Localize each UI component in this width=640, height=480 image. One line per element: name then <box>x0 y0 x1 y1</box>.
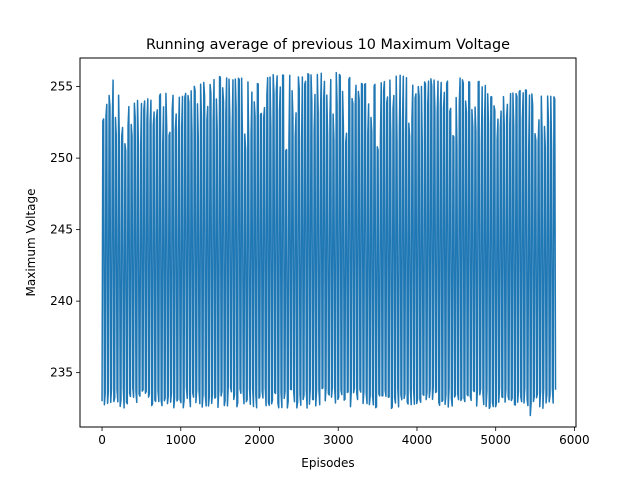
plot-area <box>101 71 557 417</box>
x-tick-label: 6000 <box>559 433 590 447</box>
y-tick-label: 240 <box>50 294 73 308</box>
x-tick-label: 5000 <box>480 433 511 447</box>
y-tick-label: 245 <box>50 223 73 237</box>
x-axis-label: Episodes <box>301 456 354 470</box>
y-axis-label: Maximum Voltage <box>24 189 38 297</box>
x-axis: 0 1000 2000 3000 4000 5000 6000 <box>98 427 590 447</box>
axes-frame <box>79 57 577 428</box>
chart-title: Running average of previous 10 Maximum V… <box>146 37 510 53</box>
x-tick-label: 2000 <box>244 433 275 447</box>
x-tick-label: 4000 <box>402 433 433 447</box>
y-axis: 235 240 245 250 255 <box>50 80 80 380</box>
x-tick-label: 1000 <box>166 433 197 447</box>
y-tick-label: 250 <box>50 151 73 165</box>
y-tick-label: 235 <box>50 366 73 380</box>
x-tick-label: 3000 <box>323 433 354 447</box>
x-tick-label: 0 <box>98 433 106 447</box>
y-tick-label: 255 <box>50 80 73 94</box>
series-line <box>101 71 557 417</box>
